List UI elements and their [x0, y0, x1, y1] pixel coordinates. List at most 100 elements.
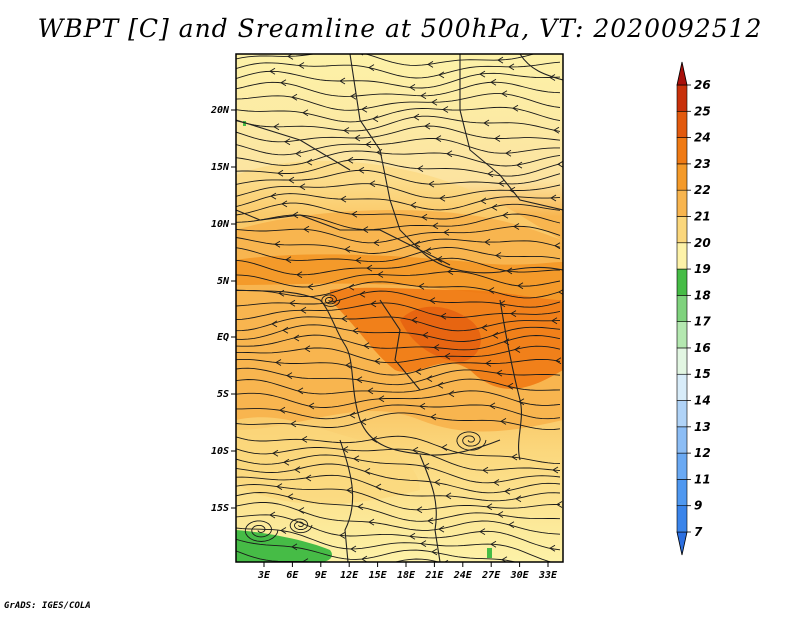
- streamline-arrow: [290, 420, 297, 428]
- streamline: [236, 106, 561, 123]
- streamline: [236, 247, 561, 263]
- streamline-arrow: [352, 327, 359, 335]
- streamline-arrow: [479, 528, 486, 535]
- lat-label: EQ: [217, 332, 229, 343]
- streamline-arrow: [552, 466, 559, 474]
- streamline-arrow: [280, 527, 287, 534]
- streamline-arrow: [369, 180, 376, 188]
- streamline-arrow: [426, 375, 433, 382]
- streamline: [236, 334, 561, 351]
- streamline-arrow: [364, 468, 371, 475]
- streamline-arrow: [303, 225, 310, 233]
- streamline-arrow: [479, 70, 486, 78]
- streamline-arrow: [363, 342, 370, 350]
- colorbar-label: 14: [694, 394, 711, 408]
- streamline-arrow: [297, 387, 304, 395]
- streamline-arrow: [502, 211, 509, 219]
- colorbar-label: 16: [694, 341, 711, 355]
- streamline-arrow: [515, 495, 522, 503]
- lon-label: 15E: [369, 570, 388, 581]
- streamline-arrow: [282, 326, 289, 334]
- streamline-arrow: [274, 572, 279, 578]
- streamline-arrow: [368, 64, 375, 71]
- streamline-arrow: [480, 197, 487, 205]
- wbpt-field: [236, 54, 563, 562]
- streamline: [236, 514, 561, 551]
- streamline-arrow: [481, 324, 488, 331]
- colorbar-label: 26: [694, 78, 711, 92]
- streamline-arrow: [276, 483, 283, 490]
- lon-label: 9E: [315, 570, 328, 581]
- streamline-arrow: [409, 532, 416, 540]
- streamline: [236, 378, 561, 395]
- colorbar-max-arrow: [676, 61, 688, 86]
- streamline: [236, 358, 561, 376]
- streamline-vortex: [244, 520, 279, 542]
- lon-label: 27E: [481, 570, 501, 581]
- streamline-arrow: [446, 150, 453, 158]
- streamline: [236, 169, 561, 185]
- streamline-arrow: [308, 402, 315, 410]
- streamline-arrow: [274, 240, 281, 248]
- streamline: [236, 390, 561, 408]
- streamline-arrow: [498, 180, 505, 187]
- streamline-arrow: [437, 381, 444, 389]
- streamline: [236, 492, 561, 522]
- streamline-arrow: [433, 344, 440, 351]
- streamline: [236, 193, 561, 211]
- streamline: [236, 538, 517, 562]
- streamline-arrow: [420, 540, 427, 547]
- streamline-arrow: [551, 317, 558, 325]
- streamline-arrow: [277, 169, 284, 177]
- streamline-arrow: [273, 123, 280, 131]
- streamline-arrow: [493, 479, 500, 486]
- streamline-arrow: [487, 170, 494, 178]
- streamline: [236, 367, 561, 386]
- streamline-arrow: [448, 390, 455, 398]
- streamline-arrow: [431, 98, 438, 106]
- streamline-arrow: [289, 299, 296, 307]
- streamline-arrow: [484, 585, 489, 591]
- streamline: [236, 502, 561, 535]
- streamline-arrow: [423, 463, 430, 470]
- colorbar-label: 11: [694, 472, 711, 486]
- streamline-arrow: [514, 346, 521, 353]
- streamline-arrow: [427, 61, 434, 68]
- streamline-vortex: [289, 518, 313, 534]
- streamline-arrow: [499, 300, 506, 308]
- streamline-arrow: [508, 521, 515, 529]
- streamline-arrow: [425, 247, 432, 254]
- streamline-arrow: [431, 548, 438, 556]
- streamline: [236, 125, 561, 143]
- streamline-arrow: [432, 222, 439, 230]
- streamline-arrow: [372, 115, 379, 123]
- streamline-arrow: [301, 436, 308, 443]
- streamline-arrow: [300, 306, 307, 314]
- lon-label: 18E: [397, 570, 416, 581]
- streamline-arrow: [271, 320, 278, 328]
- colorbar-min-arrow: [676, 531, 688, 556]
- colorbar-segment: [676, 84, 688, 112]
- streamline: [236, 81, 561, 97]
- streamline-arrow: [420, 92, 427, 100]
- streamline-arrow: [367, 387, 374, 395]
- streamline-arrow: [349, 411, 356, 419]
- longitude-axis: 3E 6E 9E 12E 15E 18E 21E 24E 27E 30E 33E: [257, 562, 558, 581]
- streamline: [236, 115, 561, 132]
- colorbar-label: 25: [694, 104, 711, 118]
- streamline-arrow: [500, 418, 507, 425]
- streamline-arrow: [287, 493, 294, 501]
- streamline-arrow: [353, 455, 360, 463]
- streamline-arrow: [430, 413, 437, 421]
- streamline: [236, 345, 561, 364]
- streamline-arrow: [483, 119, 490, 127]
- streamline-arrow: [371, 436, 378, 443]
- streamline-arrow: [414, 240, 421, 248]
- streamline: [236, 93, 561, 111]
- streamline-arrow: [291, 543, 298, 551]
- streamline-arrow: [444, 352, 451, 360]
- streamline: [236, 271, 561, 288]
- streamline-arrow: [417, 165, 424, 172]
- streamline-arrow: [275, 359, 282, 366]
- streamline-arrow: [494, 135, 501, 142]
